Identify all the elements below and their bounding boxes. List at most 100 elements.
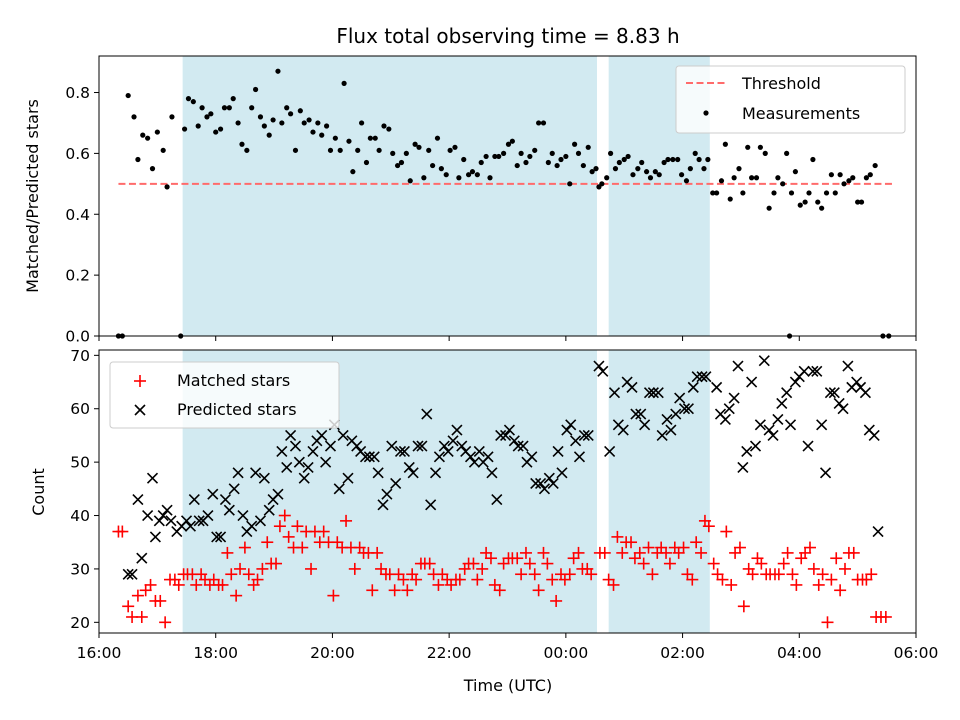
measurement-point: [536, 120, 542, 126]
matched-star-point: [282, 530, 295, 543]
matched-star-point: [291, 520, 304, 533]
predicted-star-point: [289, 440, 302, 452]
predicted-star-point: [819, 467, 832, 479]
measurement-point: [589, 169, 595, 175]
matched-star-point: [681, 568, 694, 581]
bottom-legend: Matched stars Predicted stars: [109, 361, 340, 429]
predicted-star-point: [543, 472, 555, 484]
legend-matched-swatch: [134, 375, 146, 387]
predicted-star-point: [157, 509, 169, 522]
measurement-point: [616, 159, 622, 166]
measurement-point: [630, 172, 636, 178]
measurement-point: [612, 166, 619, 172]
measurement-point: [625, 153, 631, 160]
predicted-star-point: [639, 419, 651, 431]
matched-star-point: [423, 557, 436, 570]
measurement-point: [643, 169, 650, 175]
predicted-star-point: [647, 387, 659, 399]
measurement-point: [284, 105, 290, 111]
predicted-star-point: [691, 371, 703, 383]
predicted-star-point: [398, 445, 410, 458]
top-legend: Threshold Measurements: [675, 65, 906, 134]
measurement-point: [149, 166, 156, 172]
y-tick-label: 50: [70, 454, 90, 472]
predicted-star-point: [486, 467, 498, 479]
measurement-point: [332, 135, 338, 141]
predicted-star-point: [556, 467, 568, 479]
predicted-star-point: [547, 477, 559, 490]
measurement-point: [496, 153, 502, 160]
matched-star-point: [772, 568, 785, 581]
predicted-star-point: [377, 499, 389, 511]
predicted-star-point: [403, 461, 415, 474]
predicted-star-point: [372, 467, 384, 479]
measurement-point: [815, 199, 821, 205]
measurement-point: [554, 162, 560, 169]
predicted-star-point: [337, 429, 349, 441]
matched-star-point: [511, 552, 524, 565]
measurement-point: [837, 172, 843, 178]
predicted-star-point: [530, 477, 542, 490]
measurement-point: [478, 159, 484, 166]
measurement-point: [850, 175, 856, 181]
measurement-point: [297, 108, 303, 114]
measurement-point: [872, 162, 878, 169]
measurement-point: [483, 153, 489, 160]
measurement-point: [154, 129, 160, 135]
measurement-point: [190, 99, 196, 105]
predicted-star-point: [635, 408, 647, 420]
predicted-star-point: [429, 467, 442, 479]
matched-star-point: [847, 546, 860, 559]
matched-star-point: [602, 573, 615, 586]
matched-star-point: [471, 573, 484, 586]
predicted-star-point: [776, 397, 788, 409]
measurement-point: [678, 172, 685, 178]
matched-star-point: [660, 546, 673, 559]
matched-star-point: [799, 546, 812, 559]
predicted-star-point: [473, 445, 485, 458]
predicted-star-point: [442, 445, 454, 458]
predicted-star-point: [207, 488, 219, 500]
predicted-star-point: [842, 360, 854, 372]
matched-star-point: [366, 584, 379, 597]
matched-star-point: [122, 600, 135, 613]
predicted-star-point: [593, 360, 605, 372]
predicted-star-point: [833, 397, 845, 409]
predicted-star-point: [682, 403, 694, 415]
matched-star-point: [467, 557, 480, 570]
measurement-point: [540, 120, 547, 126]
matched-star-point: [131, 589, 144, 602]
x-tick-label: 04:00: [777, 644, 822, 662]
measurement-point: [762, 150, 768, 156]
matched-star-point: [865, 568, 878, 581]
matched-star-point: [686, 573, 699, 586]
matched-star-point: [331, 536, 344, 549]
predicted-star-point: [482, 451, 494, 463]
measurement-point: [292, 147, 299, 153]
measurement-point: [509, 138, 515, 144]
measurement-point: [487, 175, 493, 181]
top-measurements: [115, 68, 892, 339]
y-tick-label: 0.2: [65, 267, 90, 285]
measurement-point: [863, 175, 869, 181]
matched-star-point: [251, 573, 264, 586]
measurement-point: [846, 178, 852, 184]
matched-star-point: [777, 557, 790, 570]
measurement-point: [558, 156, 564, 163]
measurement-point: [421, 175, 427, 181]
predicted-star-point: [700, 371, 712, 383]
matched-star-point: [532, 584, 545, 597]
predicted-star-point: [851, 376, 863, 388]
predicted-star-point: [538, 483, 551, 495]
matched-star-point: [519, 546, 532, 559]
predicted-star-point: [390, 477, 402, 490]
measurement-point: [249, 105, 255, 111]
predicted-star-point: [324, 440, 337, 452]
measurement-point: [386, 126, 392, 132]
predicted-star-point: [687, 381, 699, 393]
predicted-star-point: [263, 504, 275, 516]
matched-star-point: [476, 562, 489, 575]
measurement-point: [766, 205, 772, 211]
predicted-star-point: [723, 403, 735, 415]
